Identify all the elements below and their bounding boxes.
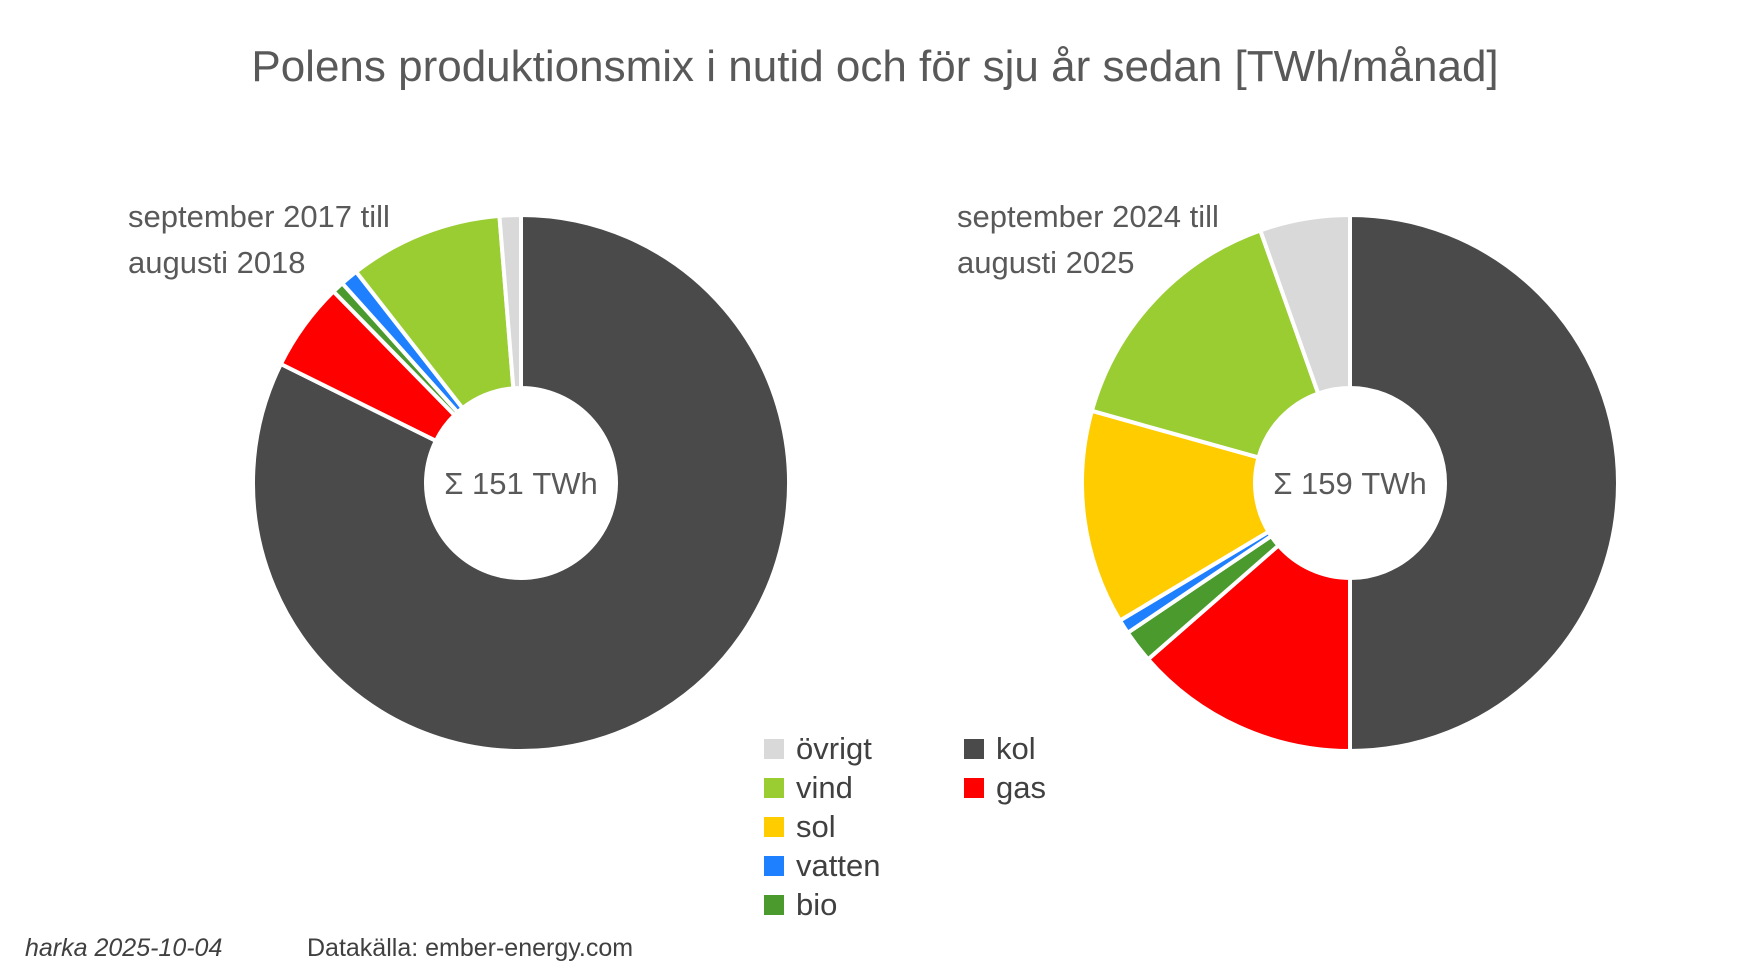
donut-slice-vind xyxy=(353,213,516,411)
legend-item-bio: bio xyxy=(764,887,837,923)
legend-label: vind xyxy=(796,770,853,805)
donut-slice-vind xyxy=(1089,227,1321,460)
period-label-right: september 2024 till augusti 2025 xyxy=(957,199,1219,280)
donut-slice-kol xyxy=(251,212,791,753)
donut-slice-övrigt xyxy=(1257,212,1352,397)
donut-slice-sol xyxy=(1080,408,1272,624)
legend-item-gas: gas xyxy=(964,770,1046,806)
footer-source: Datakälla: ember-energy.com xyxy=(307,934,634,962)
legend-label: gas xyxy=(996,770,1046,805)
donut-slice-kol xyxy=(1348,212,1620,754)
chart-title: Polens produktionsmix i nutid och för sj… xyxy=(251,42,1499,91)
donut-center-total: Σ 151 TWh xyxy=(444,466,598,501)
legend-item-kol: kol xyxy=(964,731,1036,767)
legend-swatch-sol xyxy=(764,817,784,837)
legend-label: övrigt xyxy=(796,731,872,766)
period-label-left: september 2017 till augusti 2018 xyxy=(128,199,390,280)
legend-item-vind: vind xyxy=(764,770,853,806)
legend-item-vatten: vatten xyxy=(764,848,880,884)
legend-swatch-övrigt xyxy=(764,739,784,759)
donut-chart-2017-2018: Σ 151 TWh xyxy=(251,212,791,753)
legend-swatch-bio xyxy=(764,895,784,915)
donut-slice-gas xyxy=(1145,542,1352,754)
legend-item-sol: sol xyxy=(764,809,836,845)
legend-label: sol xyxy=(796,809,836,844)
donut-slice-övrigt xyxy=(497,212,523,391)
donut-center-total: Σ 159 TWh xyxy=(1273,466,1427,501)
legend-swatch-gas xyxy=(964,778,984,798)
legend-label: bio xyxy=(796,887,838,922)
legend-swatch-vind xyxy=(764,778,784,798)
legend-swatch-kol xyxy=(964,739,984,759)
footer-author: harka 2025-10-04 xyxy=(25,934,223,962)
legend-swatch-vatten xyxy=(764,856,784,876)
legend-label: kol xyxy=(996,731,1036,766)
legend-label: vatten xyxy=(796,848,881,883)
donut-chart-2024-2025: Σ 159 TWh xyxy=(1080,212,1620,754)
legend-item-övrigt: övrigt xyxy=(764,731,872,767)
